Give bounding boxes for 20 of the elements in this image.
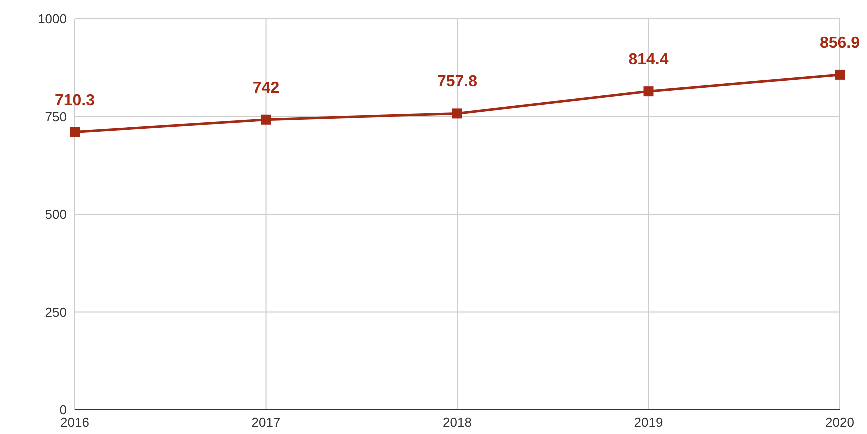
y-tick-label: 0	[60, 402, 67, 418]
data-label: 757.8	[437, 74, 478, 91]
data-label: 814.4	[628, 52, 669, 69]
data-label: 856.9	[820, 34, 860, 52]
x-tick-label: 2019	[634, 415, 664, 430]
point	[835, 70, 845, 80]
x-tick-label: 2017	[252, 415, 281, 430]
y-tick-label: 500	[45, 207, 67, 222]
point	[70, 127, 80, 138]
x-tick-label: 2020	[826, 415, 854, 430]
point	[644, 86, 654, 97]
y-tick-label: 250	[45, 304, 67, 320]
point	[452, 108, 462, 119]
y-tick-label: 1000	[38, 12, 67, 27]
y-tick-label: 750	[45, 109, 67, 124]
x-tick-label: 2016	[60, 415, 90, 430]
data-label: 710.3	[54, 92, 96, 110]
point	[261, 114, 272, 125]
data-label: 742	[252, 80, 280, 97]
x-tick-label: 2018	[443, 415, 472, 430]
